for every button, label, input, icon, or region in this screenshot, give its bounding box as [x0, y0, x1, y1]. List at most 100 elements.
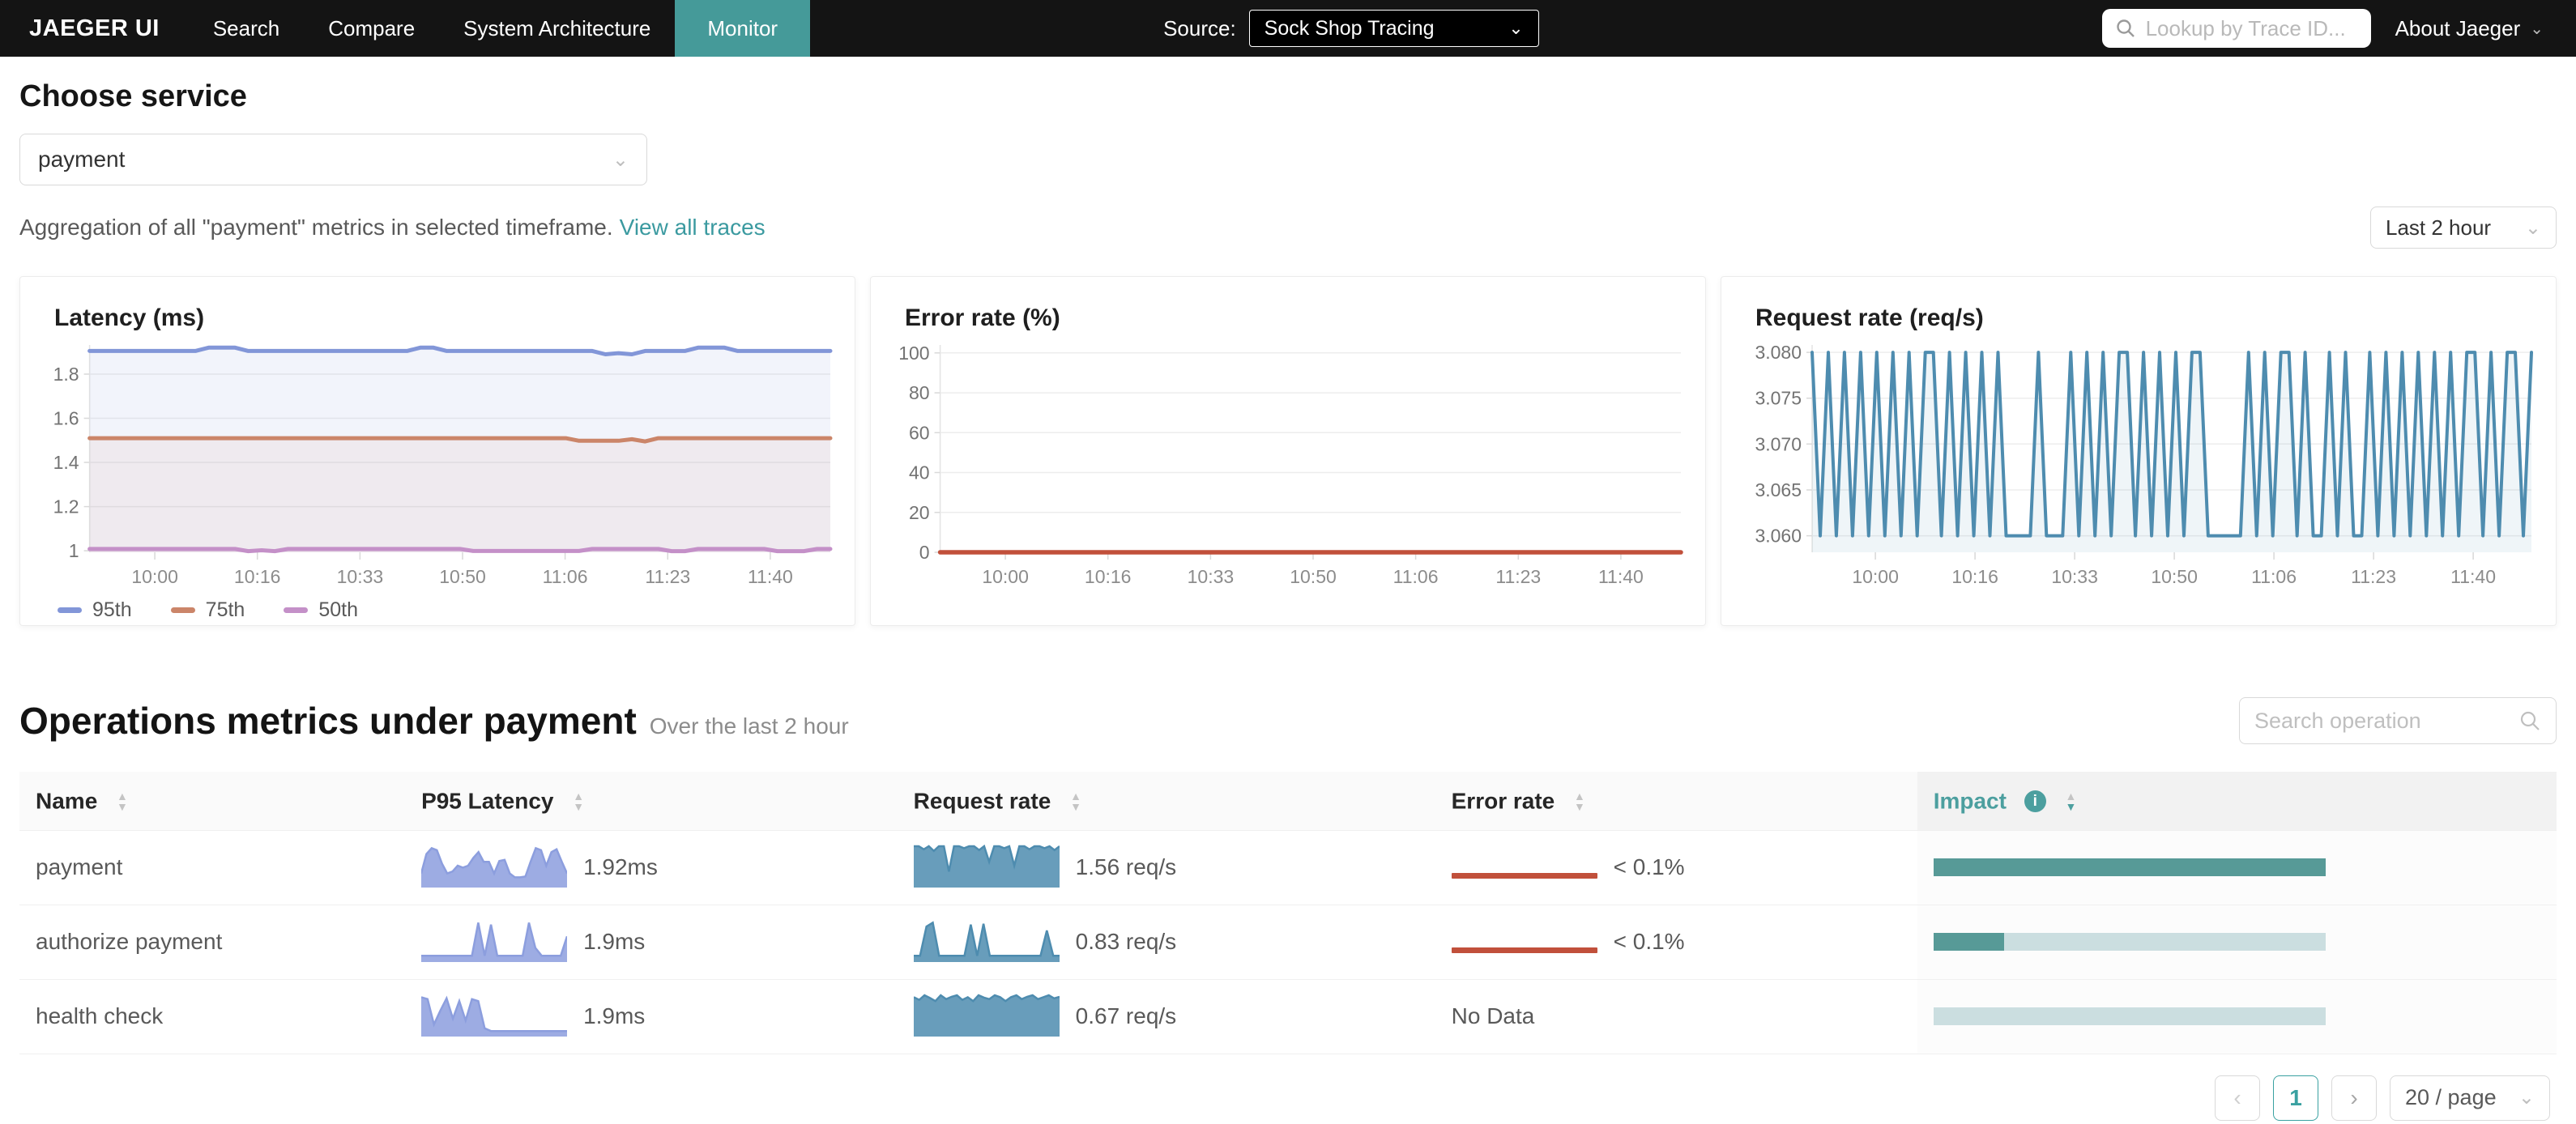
column-header-request-rate[interactable]: Request rate ▲ ▼: [897, 772, 1435, 831]
svg-text:10:00: 10:00: [1852, 566, 1899, 587]
svg-text:100: 100: [898, 343, 929, 364]
svg-text:3.065: 3.065: [1755, 479, 1802, 500]
svg-text:3.080: 3.080: [1755, 342, 1802, 363]
svg-text:11:06: 11:06: [543, 566, 588, 587]
svg-text:1.8: 1.8: [53, 364, 79, 385]
sort-icons[interactable]: ▲ ▼: [1574, 789, 1585, 813]
operation-search-input[interactable]: [2254, 708, 2518, 734]
svg-text:10:33: 10:33: [2051, 566, 2098, 587]
operation-search[interactable]: [2239, 697, 2557, 744]
latency-chart-legend: 95th 75th 50th: [58, 598, 838, 622]
table-row[interactable]: authorize payment 1.9ms 0.83 req/s < 0.1…: [19, 905, 2557, 980]
prev-page-button[interactable]: ‹: [2215, 1075, 2260, 1121]
svg-text:11:40: 11:40: [1598, 566, 1644, 587]
next-page-button[interactable]: ›: [2331, 1075, 2377, 1121]
svg-text:10:00: 10:00: [982, 566, 1029, 587]
trace-lookup-search[interactable]: [2101, 9, 2371, 48]
request-rate-value: 0.83 req/s: [1075, 929, 1177, 954]
latency-chart-title: Latency (ms): [54, 304, 205, 331]
page-size-select[interactable]: 20 / page ⌄: [2390, 1075, 2550, 1121]
source-label: Source:: [1163, 15, 1236, 40]
error-rate-value: < 0.1%: [1613, 854, 1685, 879]
error-rate-chart: 0 20 40 60 80 100 10:00 10:16 10:33 10:50 11:06 11:…: [887, 335, 1689, 595]
legend-item[interactable]: 95th: [58, 598, 132, 622]
about-jaeger-menu[interactable]: About Jaeger ⌄: [2371, 16, 2576, 41]
request-rate-sparkline: [913, 991, 1060, 1042]
svg-text:3.070: 3.070: [1755, 433, 1802, 454]
error-rate-value: No Data: [1451, 1003, 1535, 1028]
latency-chart: 1 1.2 1.4 1.6 1.8 10:00 10:16 10:33 10:50 11:06 11…: [36, 335, 838, 595]
request-rate-chart-card: Request rate (req/s) 3.060 3.065 3.070 3.07…: [1721, 276, 2557, 626]
aggregation-text: Aggregation of all "payment" metrics in …: [19, 215, 766, 240]
svg-text:10:50: 10:50: [1290, 566, 1337, 587]
operations-title: Operations metrics under payment: [19, 700, 637, 742]
operations-subtitle: Over the last 2 hour: [649, 713, 849, 739]
column-header-p95-latency[interactable]: P95 Latency ▲ ▼: [405, 772, 898, 831]
legend-item[interactable]: 75th: [170, 598, 245, 622]
svg-text:11:23: 11:23: [645, 566, 690, 587]
svg-text:20: 20: [909, 502, 930, 523]
svg-text:40: 40: [909, 462, 930, 483]
svg-text:11:23: 11:23: [2351, 566, 2396, 587]
search-icon: [2520, 711, 2540, 730]
latency-sparkline: [421, 917, 569, 968]
chevron-left-icon: ‹: [2233, 1084, 2241, 1110]
chevron-down-icon: ⌄: [2518, 1087, 2535, 1109]
svg-text:3.075: 3.075: [1755, 388, 1802, 409]
sort-icons[interactable]: ▲ ▼: [2065, 789, 2077, 813]
page-title: Choose service: [19, 79, 247, 113]
column-header-error-rate[interactable]: Error rate ▲ ▼: [1435, 772, 1917, 831]
timeframe-select[interactable]: Last 2 hour ⌄: [2370, 206, 2557, 249]
nav-item-search[interactable]: Search: [212, 15, 280, 40]
table-row[interactable]: health check 1.9ms 0.67 req/s No Data: [19, 979, 2557, 1054]
latency-chart-card: Latency (ms) 1 1.2 1.4 1.6 1.8 10:00 10:16 10:3…: [19, 276, 855, 626]
error-rate-sparkline: [1451, 872, 1597, 879]
error-rate-chart-card: Error rate (%) 0 20 40 60 80 100 10:00 10:16 10:…: [870, 276, 1706, 626]
svg-text:1.4: 1.4: [53, 452, 79, 473]
svg-text:1: 1: [69, 540, 79, 561]
service-select[interactable]: payment ⌄: [19, 134, 647, 185]
request-rate-sparkline: [913, 842, 1060, 893]
sort-icons[interactable]: ▲ ▼: [573, 789, 585, 813]
operation-name: payment: [19, 830, 406, 905]
chevron-right-icon: ›: [2350, 1084, 2358, 1110]
trace-lookup-input[interactable]: [2145, 15, 2358, 41]
legend-item[interactable]: 50th: [284, 598, 358, 622]
nav-item-compare[interactable]: Compare: [328, 15, 416, 40]
view-all-traces-link[interactable]: View all traces: [619, 215, 766, 240]
info-icon[interactable]: i: [2024, 790, 2046, 813]
impact-bar-fill: [1933, 858, 2326, 876]
svg-text:10:33: 10:33: [337, 566, 384, 587]
error-rate-chart-title: Error rate (%): [905, 304, 1060, 331]
svg-text:11:06: 11:06: [2251, 566, 2297, 587]
svg-text:1.6: 1.6: [53, 408, 79, 429]
operation-name: health check: [19, 979, 406, 1054]
error-rate-value: < 0.1%: [1613, 929, 1685, 954]
sort-icons[interactable]: ▲ ▼: [117, 789, 128, 813]
svg-text:60: 60: [909, 422, 930, 443]
svg-text:10:16: 10:16: [234, 566, 281, 587]
request-rate-chart-title: Request rate (req/s): [1755, 304, 1984, 331]
p95-latency-value: 1.92ms: [583, 854, 658, 879]
nav-item-monitor[interactable]: Monitor: [675, 0, 811, 57]
column-header-impact[interactable]: Impact i ▲ ▼: [1917, 772, 2557, 831]
svg-text:1.2: 1.2: [53, 496, 79, 517]
svg-text:10:16: 10:16: [1951, 566, 1998, 587]
source-select[interactable]: Sock Shop Tracing ⌄: [1248, 10, 1539, 47]
svg-text:80: 80: [909, 382, 930, 403]
p95-latency-value: 1.9ms: [583, 929, 646, 954]
sort-icons[interactable]: ▲ ▼: [1070, 789, 1081, 813]
about-jaeger-label: About Jaeger: [2395, 15, 2521, 40]
svg-text:11:40: 11:40: [2450, 566, 2496, 587]
svg-text:10:50: 10:50: [439, 566, 486, 587]
app-brand: JAEGER UI: [29, 15, 160, 41]
table-row[interactable]: payment 1.92ms 1.56 req/s < 0.1%: [19, 830, 2557, 905]
request-rate-sparkline: [913, 917, 1060, 968]
svg-text:10:00: 10:00: [131, 566, 178, 587]
nav-item-system-architecture[interactable]: System Architecture: [463, 15, 651, 40]
source-group: Source: Sock Shop Tracing ⌄: [1163, 10, 1539, 47]
column-header-name[interactable]: Name ▲ ▼: [19, 772, 406, 831]
page-number-button[interactable]: 1: [2273, 1075, 2318, 1121]
operations-table: Name ▲ ▼ P95 Latency ▲ ▼ Request rate ▲ ▼ E…: [19, 772, 2557, 1054]
source-select-value: Sock Shop Tracing: [1264, 16, 1435, 40]
